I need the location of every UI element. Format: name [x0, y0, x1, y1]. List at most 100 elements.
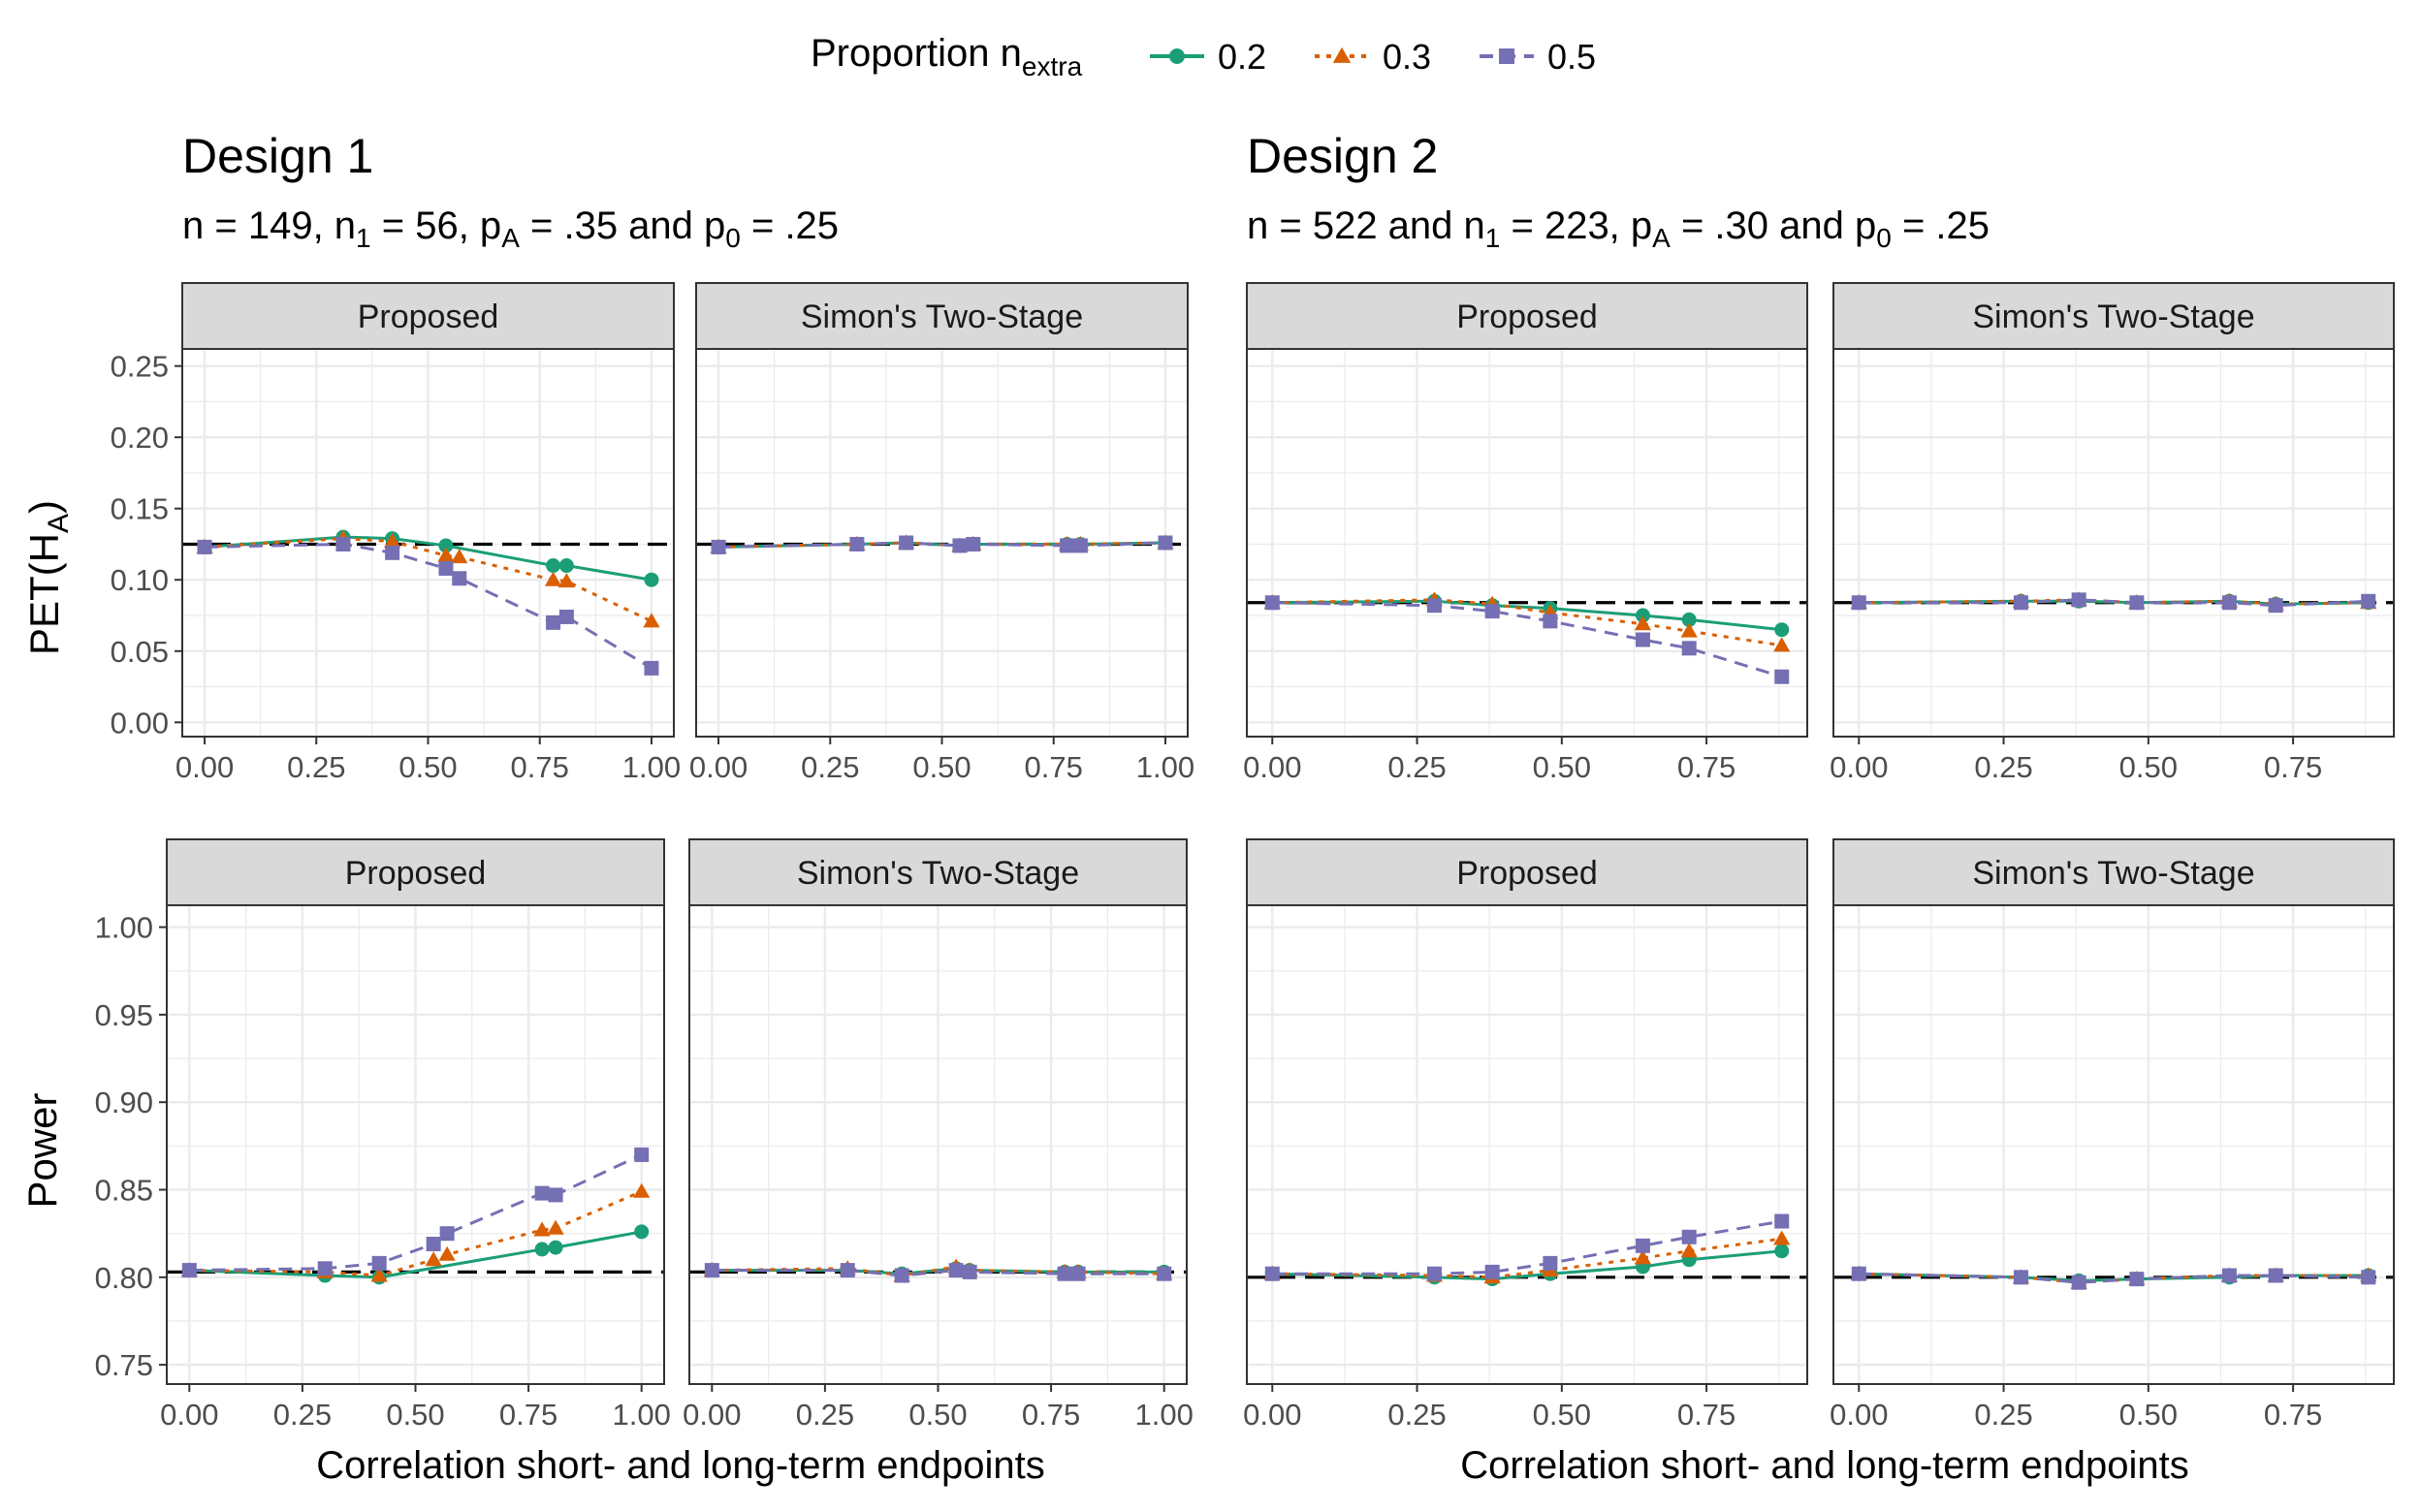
- data-point: [1264, 1266, 1280, 1281]
- subtitle-part: 0: [1876, 223, 1892, 253]
- gridlines: [689, 905, 1187, 1384]
- data-point: [452, 571, 467, 586]
- x-tick-label: 0.25: [273, 1398, 332, 1432]
- series-0.5: [1264, 595, 1790, 684]
- x-tick-label: 1.00: [622, 750, 681, 784]
- legend-entry-0.2: 0.2: [1150, 37, 1266, 77]
- x-tick-label: 0.25: [1974, 750, 2032, 784]
- data-point: [439, 1226, 455, 1242]
- data-point: [1681, 612, 1697, 627]
- panel-d1-pet-simon: Simon's Two-Stage 0.00 0.25 0.50 0.75 1.00: [689, 282, 1194, 784]
- panel-background: [1833, 349, 2394, 737]
- strip-background: [166, 838, 665, 906]
- x-tick-label: 0.75: [1025, 750, 1083, 784]
- legend-marker-circle: [1169, 48, 1185, 64]
- data-point: [2268, 598, 2283, 614]
- series-0.5: [1851, 1266, 2376, 1290]
- subtitle-part: 0: [725, 223, 741, 253]
- data-point: [948, 1263, 964, 1278]
- series-0.5: [181, 1147, 650, 1278]
- data-point: [1543, 1255, 1558, 1271]
- data-point: [547, 1219, 564, 1235]
- data-point: [2361, 1270, 2376, 1285]
- data-point: [1634, 1249, 1652, 1265]
- x-tick-label: 0.00: [1830, 750, 1888, 784]
- legend-entry-0.3: 0.3: [1315, 37, 1431, 77]
- subtitle-part: n = 149, n: [182, 205, 356, 247]
- data-point: [1680, 622, 1698, 638]
- strip-background: [1246, 838, 1808, 906]
- legend-title-sub: extra: [1022, 51, 1083, 81]
- data-point: [1158, 535, 1173, 551]
- design2-title: Design 2: [1247, 129, 1438, 183]
- data-point: [1774, 1213, 1790, 1229]
- data-point: [2013, 1270, 2028, 1285]
- data-point: [1681, 1229, 1697, 1244]
- legend-label: 0.3: [1383, 37, 1431, 77]
- panel-d1-power-proposed: Proposed 0.00 0.25 0.50 0.75 1.00 0.75 0.80 0.85…: [95, 838, 671, 1432]
- gridlines: [1247, 349, 1807, 737]
- strip-label: Simon's Two-Stage: [797, 855, 1079, 892]
- series-0.5: [1264, 1213, 1790, 1281]
- data-point: [548, 1187, 563, 1203]
- x-tick-label: 0.25: [1387, 1398, 1446, 1432]
- panel-d2-power-proposed: Proposed 0.00 0.25 0.50 0.75: [1243, 838, 1808, 1432]
- data-point: [1070, 1266, 1086, 1281]
- data-point: [634, 1147, 650, 1162]
- data-point: [966, 536, 981, 551]
- data-point: [533, 1221, 551, 1237]
- design1-subtitle: n = 149, n1 = 56, pA = .35 and p0 = .25: [182, 205, 839, 253]
- panel-d1-pet-proposed: Proposed 0.00 0.25 0.50 0.75 1.00 0.00 0.05 0.10…: [111, 282, 681, 784]
- y-tick-label: 0.00: [111, 706, 169, 740]
- data-point: [1264, 595, 1280, 611]
- strip-background: [688, 838, 1188, 906]
- data-point: [1774, 622, 1790, 638]
- gridlines: [167, 905, 664, 1384]
- series-line: [189, 1230, 642, 1279]
- data-point: [643, 613, 660, 628]
- data-point: [962, 1264, 977, 1279]
- data-point: [2221, 1268, 2237, 1283]
- legend-title: Proportion nextra: [811, 32, 1083, 81]
- y-tick-label: 0.10: [111, 563, 169, 597]
- x-tick-label: 0.75: [511, 750, 569, 784]
- subtitle-part: 1: [356, 223, 371, 253]
- data-point: [437, 547, 455, 562]
- y-tick-label: 0.90: [95, 1086, 153, 1119]
- strip-label: Simon's Two-Stage: [1972, 299, 2254, 335]
- data-point: [438, 560, 454, 576]
- data-point: [1426, 598, 1442, 614]
- panel-border: [1246, 904, 1808, 1385]
- data-point: [1157, 1266, 1172, 1281]
- strip-background: [1832, 838, 2395, 906]
- x-tick-label: 0.75: [499, 1398, 557, 1432]
- data-point: [2071, 592, 2086, 608]
- x-tick-label: 0.00: [1830, 1398, 1888, 1432]
- y-tick-label: 0.05: [111, 635, 169, 669]
- data-point: [2221, 595, 2237, 611]
- x-tick-label: 0.50: [398, 750, 457, 784]
- data-point: [1851, 595, 1866, 611]
- data-point: [534, 1242, 550, 1257]
- x-tick-label: 0.00: [160, 1398, 218, 1432]
- data-point: [197, 539, 212, 554]
- data-point: [425, 1251, 442, 1267]
- data-point: [899, 535, 914, 551]
- strip-background: [181, 282, 675, 350]
- data-point: [557, 573, 576, 588]
- strip-label: Proposed: [358, 299, 499, 335]
- strip-label: Proposed: [1456, 855, 1598, 892]
- strip-background: [695, 282, 1189, 350]
- x-tick-label: 0.00: [1243, 1398, 1301, 1432]
- data-point: [548, 1240, 563, 1255]
- panel-background: [1833, 905, 2394, 1384]
- subtitle-part: n = 522 and n: [1247, 205, 1485, 247]
- data-point: [840, 1263, 855, 1278]
- data-point: [849, 536, 865, 551]
- x-tick-label: 1.00: [1136, 750, 1194, 784]
- data-point: [644, 572, 659, 587]
- legend-title-main: Proportion n: [811, 32, 1022, 75]
- data-point: [1635, 1238, 1650, 1253]
- data-point: [558, 609, 574, 624]
- gridlines: [1833, 349, 2394, 737]
